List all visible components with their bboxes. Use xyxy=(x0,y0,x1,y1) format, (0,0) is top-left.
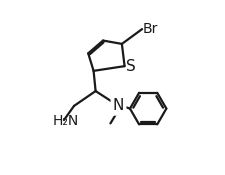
Text: Br: Br xyxy=(142,22,157,36)
Text: S: S xyxy=(125,59,135,74)
Text: H₂N: H₂N xyxy=(52,114,78,128)
Text: N: N xyxy=(112,98,124,113)
